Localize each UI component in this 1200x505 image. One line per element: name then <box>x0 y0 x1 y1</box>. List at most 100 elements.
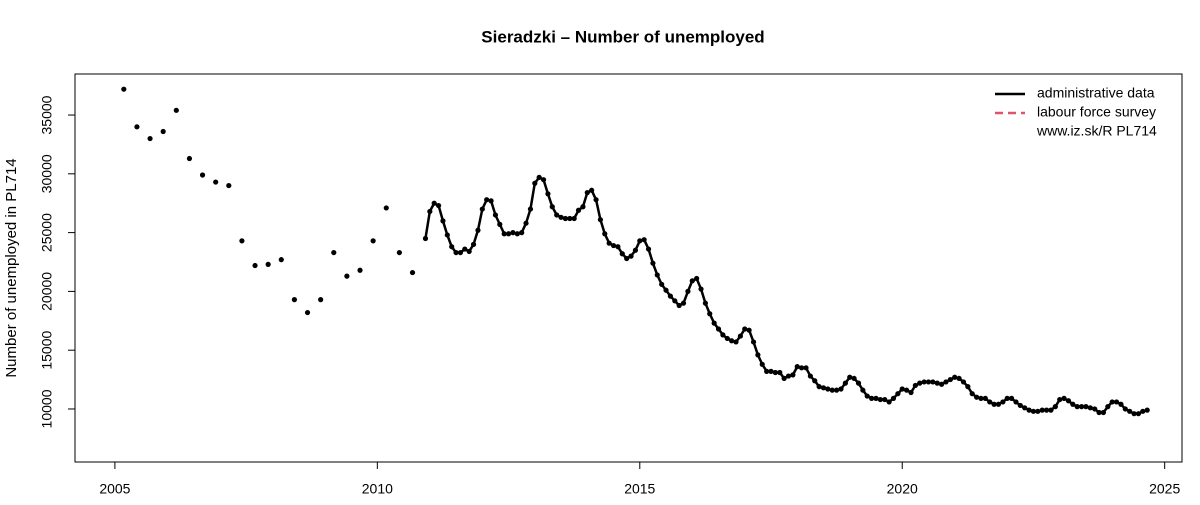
data-point <box>492 212 499 218</box>
data-point <box>812 378 818 384</box>
data-point <box>934 380 940 386</box>
data-point <box>121 86 127 92</box>
data-point <box>147 135 153 142</box>
data-point <box>742 326 748 332</box>
data-point <box>514 231 520 237</box>
data-point <box>213 179 219 185</box>
data-point <box>1030 408 1037 414</box>
data-point <box>1065 398 1072 404</box>
data-point <box>1140 408 1146 414</box>
data-point <box>523 220 529 226</box>
data-point <box>834 387 840 393</box>
data-point <box>226 182 232 189</box>
data-point <box>1096 409 1102 416</box>
data-point <box>1144 407 1150 413</box>
data-point <box>562 215 569 222</box>
data-point <box>427 208 433 215</box>
data-point <box>882 396 888 403</box>
data-point <box>903 387 910 393</box>
data-point <box>519 230 525 236</box>
data-point <box>777 369 783 376</box>
data-point <box>449 244 455 250</box>
data-point <box>772 369 778 376</box>
data-point <box>864 393 870 399</box>
data-point <box>462 246 468 252</box>
chart-title: Sieradzki – Number of unemployed <box>481 27 764 46</box>
data-point <box>1039 407 1045 413</box>
data-point <box>1078 404 1085 410</box>
data-point <box>580 204 586 210</box>
data-point <box>820 385 827 391</box>
x-tick-label: 2015 <box>624 481 655 497</box>
data-point <box>1131 411 1137 417</box>
data-point <box>873 395 879 401</box>
data-point <box>785 373 792 379</box>
data-point <box>991 401 997 407</box>
data-point <box>619 251 625 257</box>
data-point <box>479 206 485 212</box>
y-tick-label: 10000 <box>39 389 55 428</box>
legend-label: labour force survey <box>1037 104 1156 120</box>
data-point <box>956 375 962 382</box>
data-point <box>606 240 612 246</box>
data-point <box>602 231 608 237</box>
data-point <box>1113 399 1120 405</box>
data-point <box>488 198 494 204</box>
data-point <box>733 339 739 345</box>
data-point <box>554 212 560 218</box>
y-axis-label: Number of unemployed in PL714 <box>3 158 20 377</box>
data-point <box>505 231 512 237</box>
data-point <box>396 249 402 256</box>
data-point <box>344 273 350 279</box>
data-point <box>746 327 752 333</box>
data-point <box>768 368 774 374</box>
data-point <box>1035 408 1041 414</box>
data-point <box>925 379 932 385</box>
data-point <box>435 202 442 209</box>
data-point <box>1087 405 1093 411</box>
data-point <box>1057 396 1063 403</box>
data-point <box>899 386 905 392</box>
data-point <box>278 257 284 263</box>
data-point <box>431 200 437 206</box>
data-point <box>1026 407 1032 413</box>
data-point <box>466 248 472 255</box>
data-point <box>908 389 914 396</box>
data-point <box>790 372 796 378</box>
data-point <box>803 365 809 371</box>
data-point <box>969 391 975 397</box>
data-point <box>632 247 639 253</box>
data-point <box>794 364 800 370</box>
data-point <box>637 238 643 244</box>
data-point <box>737 333 744 339</box>
data-point <box>886 399 892 405</box>
data-point <box>974 394 980 400</box>
data-point <box>1043 407 1050 413</box>
data-point <box>475 227 481 233</box>
data-point <box>995 401 1002 407</box>
data-point <box>829 387 835 393</box>
data-point <box>724 335 730 342</box>
data-point <box>720 332 726 338</box>
data-point <box>825 386 831 392</box>
data-point <box>383 205 389 211</box>
data-point <box>912 382 918 389</box>
data-point <box>869 395 875 401</box>
data-point <box>702 300 708 306</box>
data-point <box>965 384 971 390</box>
data-point <box>672 298 678 304</box>
plot-frame <box>74 73 1183 463</box>
data-point <box>357 267 363 273</box>
data-point <box>890 395 897 401</box>
data-point <box>1083 404 1089 410</box>
data-point <box>1105 404 1111 410</box>
data-point <box>689 278 695 284</box>
data-point <box>707 311 713 317</box>
data-point <box>624 255 630 262</box>
data-point <box>855 380 862 386</box>
data-point <box>597 217 604 223</box>
data-point <box>291 297 298 303</box>
data-point <box>685 288 691 294</box>
data-point <box>409 269 416 276</box>
data-point <box>1052 404 1058 410</box>
